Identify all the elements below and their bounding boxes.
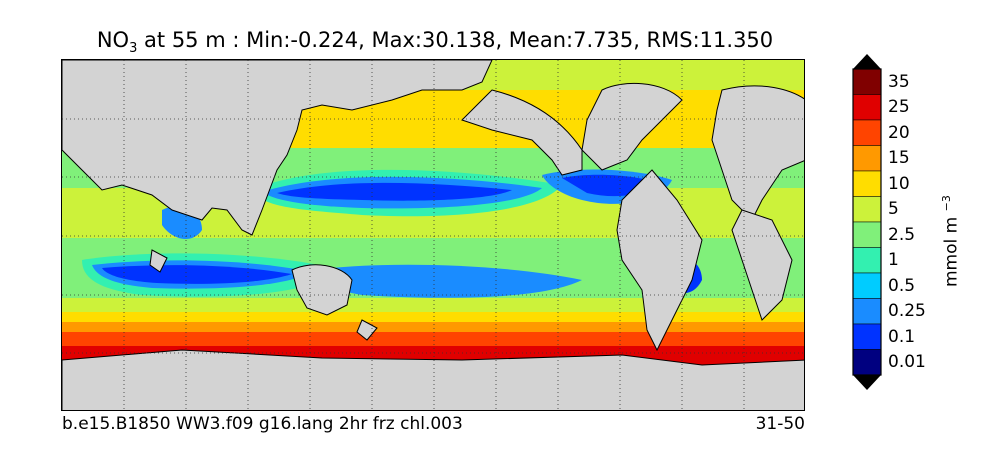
colorbar-segment xyxy=(852,272,882,299)
colorbar-tick-label: 10 xyxy=(888,173,910,194)
colorbar-segment xyxy=(852,196,882,223)
colorbar-tick-label: 25 xyxy=(888,97,910,118)
colorbar-tick-label: 1 xyxy=(888,250,899,271)
colorbar-tick-label: 0.01 xyxy=(888,352,926,373)
colorbar-segment xyxy=(852,221,882,248)
colorbar-tick-label: 15 xyxy=(888,148,910,169)
colorbar-outline xyxy=(852,68,882,376)
colorbar-tick-label: 5 xyxy=(888,199,899,220)
colorbar-segment xyxy=(852,323,882,350)
colorbar-segment xyxy=(852,349,882,376)
unit-exponent: −3 xyxy=(940,195,953,212)
title-subscript: 3 xyxy=(129,41,138,57)
map-panel xyxy=(61,59,805,411)
colorbar-segment xyxy=(852,247,882,274)
colorbar-extend-min xyxy=(853,375,881,390)
unit-text: mmol m xyxy=(941,216,962,287)
case-name-label: b.e15.B1850 WW3.f09 g16.lang 2hr frz chl… xyxy=(62,414,463,434)
map-gridlines xyxy=(62,60,804,410)
colorbar-unit-label: mmol m −3 xyxy=(940,195,962,287)
colorbar-tick-label: 35 xyxy=(888,71,910,92)
colorbar-segment xyxy=(852,94,882,121)
colorbar-tick-label: 0.1 xyxy=(888,326,916,347)
colorbar-segment xyxy=(852,145,882,172)
colorbar-segment xyxy=(852,170,882,197)
colorbar-segment xyxy=(852,298,882,325)
colorbar-tick-label: 20 xyxy=(888,122,910,143)
colorbar-tick-label: 0.5 xyxy=(888,275,916,296)
colorbar-tick-label: 0.25 xyxy=(888,301,926,322)
figure-title: NO3 at 55 m : Min:-0.224, Max:30.138, Me… xyxy=(0,28,870,56)
years-label: 31-50 xyxy=(755,414,805,434)
title-variable: NO xyxy=(96,28,130,52)
map-canvas xyxy=(62,60,804,410)
title-stats: at 55 m : Min:-0.224, Max:30.138, Mean:7… xyxy=(137,28,774,52)
colorbar-tick-label: 2.5 xyxy=(888,224,916,245)
colorbar-extend-max xyxy=(853,54,881,69)
colorbar-segment xyxy=(852,119,882,146)
colorbar-segment xyxy=(852,68,882,95)
colorbar xyxy=(852,54,882,390)
